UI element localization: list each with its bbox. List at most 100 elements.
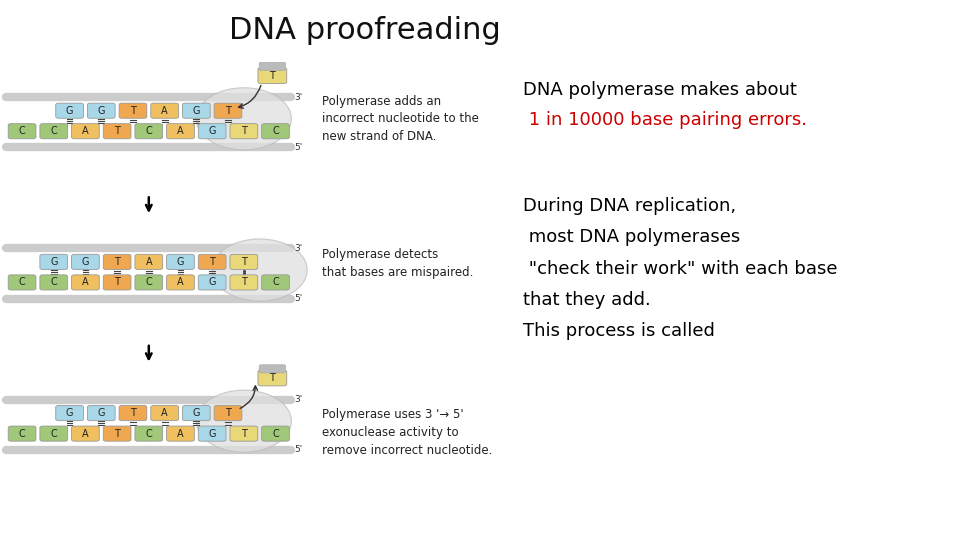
Text: A: A xyxy=(146,257,152,267)
Text: T: T xyxy=(130,106,136,116)
FancyBboxPatch shape xyxy=(262,124,289,139)
FancyBboxPatch shape xyxy=(258,68,287,84)
FancyBboxPatch shape xyxy=(230,124,257,139)
Text: C: C xyxy=(145,429,153,438)
FancyBboxPatch shape xyxy=(135,254,162,269)
Text: T: T xyxy=(225,408,231,418)
FancyBboxPatch shape xyxy=(9,426,36,441)
FancyBboxPatch shape xyxy=(182,406,210,421)
Text: G: G xyxy=(208,278,216,287)
FancyBboxPatch shape xyxy=(182,103,210,118)
FancyBboxPatch shape xyxy=(119,103,147,118)
Text: C: C xyxy=(272,126,279,136)
Ellipse shape xyxy=(196,390,292,453)
FancyBboxPatch shape xyxy=(56,103,84,118)
Text: C: C xyxy=(145,278,153,287)
Text: Polymerase uses 3 '→ 5'
exonuclease activity to
remove incorrect nucleotide.: Polymerase uses 3 '→ 5' exonuclease acti… xyxy=(322,408,492,457)
Text: G: G xyxy=(98,408,105,418)
FancyBboxPatch shape xyxy=(135,275,162,290)
FancyBboxPatch shape xyxy=(104,275,131,290)
Text: DNA proofreading: DNA proofreading xyxy=(228,16,501,45)
Text: Polymerase adds an
incorrect nucleotide to the
new strand of DNA.: Polymerase adds an incorrect nucleotide … xyxy=(322,94,478,144)
FancyBboxPatch shape xyxy=(9,124,36,139)
Text: T: T xyxy=(270,373,276,383)
Text: C: C xyxy=(272,278,279,287)
FancyArrowPatch shape xyxy=(238,85,261,108)
FancyBboxPatch shape xyxy=(72,254,99,269)
Text: G: G xyxy=(50,257,58,267)
Text: A: A xyxy=(178,278,183,287)
FancyBboxPatch shape xyxy=(262,275,289,290)
FancyBboxPatch shape xyxy=(104,254,131,269)
Text: T: T xyxy=(241,126,247,136)
Text: DNA polymerase makes about: DNA polymerase makes about xyxy=(523,81,797,99)
Text: C: C xyxy=(50,278,58,287)
FancyBboxPatch shape xyxy=(135,124,162,139)
Text: most DNA polymerases: most DNA polymerases xyxy=(523,228,740,246)
FancyBboxPatch shape xyxy=(199,254,226,269)
Text: 1 in 10000 base pairing errors.: 1 in 10000 base pairing errors. xyxy=(523,111,807,129)
FancyBboxPatch shape xyxy=(258,370,287,386)
FancyBboxPatch shape xyxy=(230,254,257,269)
Text: C: C xyxy=(272,429,279,438)
FancyBboxPatch shape xyxy=(167,254,194,269)
Text: A: A xyxy=(161,106,168,116)
Text: G: G xyxy=(98,106,105,116)
Text: 5': 5' xyxy=(295,446,302,454)
Text: Polymerase detects
that bases are mispaired.: Polymerase detects that bases are mispai… xyxy=(322,248,473,279)
FancyBboxPatch shape xyxy=(262,426,289,441)
FancyBboxPatch shape xyxy=(151,406,179,421)
Text: 3': 3' xyxy=(295,93,302,102)
Text: T: T xyxy=(114,126,120,136)
FancyBboxPatch shape xyxy=(199,275,226,290)
FancyBboxPatch shape xyxy=(135,426,162,441)
Text: 5': 5' xyxy=(295,294,302,303)
Text: T: T xyxy=(114,278,120,287)
FancyBboxPatch shape xyxy=(167,124,194,139)
Text: A: A xyxy=(178,126,183,136)
FancyBboxPatch shape xyxy=(40,254,67,269)
FancyBboxPatch shape xyxy=(56,406,84,421)
Text: G: G xyxy=(82,257,89,267)
Text: T: T xyxy=(241,429,247,438)
Text: C: C xyxy=(50,429,58,438)
FancyBboxPatch shape xyxy=(167,426,194,441)
FancyBboxPatch shape xyxy=(40,124,67,139)
Text: T: T xyxy=(270,71,276,80)
Text: A: A xyxy=(83,429,88,438)
Text: "check their work" with each base: "check their work" with each base xyxy=(523,260,838,278)
FancyBboxPatch shape xyxy=(151,103,179,118)
Text: C: C xyxy=(145,126,153,136)
Text: A: A xyxy=(83,126,88,136)
FancyBboxPatch shape xyxy=(87,406,115,421)
Text: G: G xyxy=(193,408,200,418)
Text: A: A xyxy=(161,408,168,418)
Text: During DNA replication,: During DNA replication, xyxy=(523,197,736,215)
FancyBboxPatch shape xyxy=(167,275,194,290)
FancyBboxPatch shape xyxy=(259,63,285,71)
Ellipse shape xyxy=(212,239,307,301)
Text: T: T xyxy=(114,257,120,267)
FancyBboxPatch shape xyxy=(72,426,99,441)
Text: A: A xyxy=(178,429,183,438)
Text: G: G xyxy=(208,429,216,438)
Text: that they add.: that they add. xyxy=(523,291,651,309)
FancyBboxPatch shape xyxy=(87,103,115,118)
FancyBboxPatch shape xyxy=(230,275,257,290)
FancyArrowPatch shape xyxy=(240,386,257,408)
FancyBboxPatch shape xyxy=(104,426,131,441)
Text: G: G xyxy=(66,106,73,116)
Text: G: G xyxy=(208,126,216,136)
FancyBboxPatch shape xyxy=(214,103,242,118)
Text: T: T xyxy=(130,408,136,418)
FancyBboxPatch shape xyxy=(104,124,131,139)
FancyBboxPatch shape xyxy=(214,406,242,421)
FancyBboxPatch shape xyxy=(199,426,226,441)
Text: 3': 3' xyxy=(295,244,302,253)
Text: 5': 5' xyxy=(295,143,302,152)
FancyBboxPatch shape xyxy=(40,426,67,441)
Text: T: T xyxy=(225,106,231,116)
FancyBboxPatch shape xyxy=(72,275,99,290)
FancyBboxPatch shape xyxy=(230,426,257,441)
Text: G: G xyxy=(66,408,73,418)
